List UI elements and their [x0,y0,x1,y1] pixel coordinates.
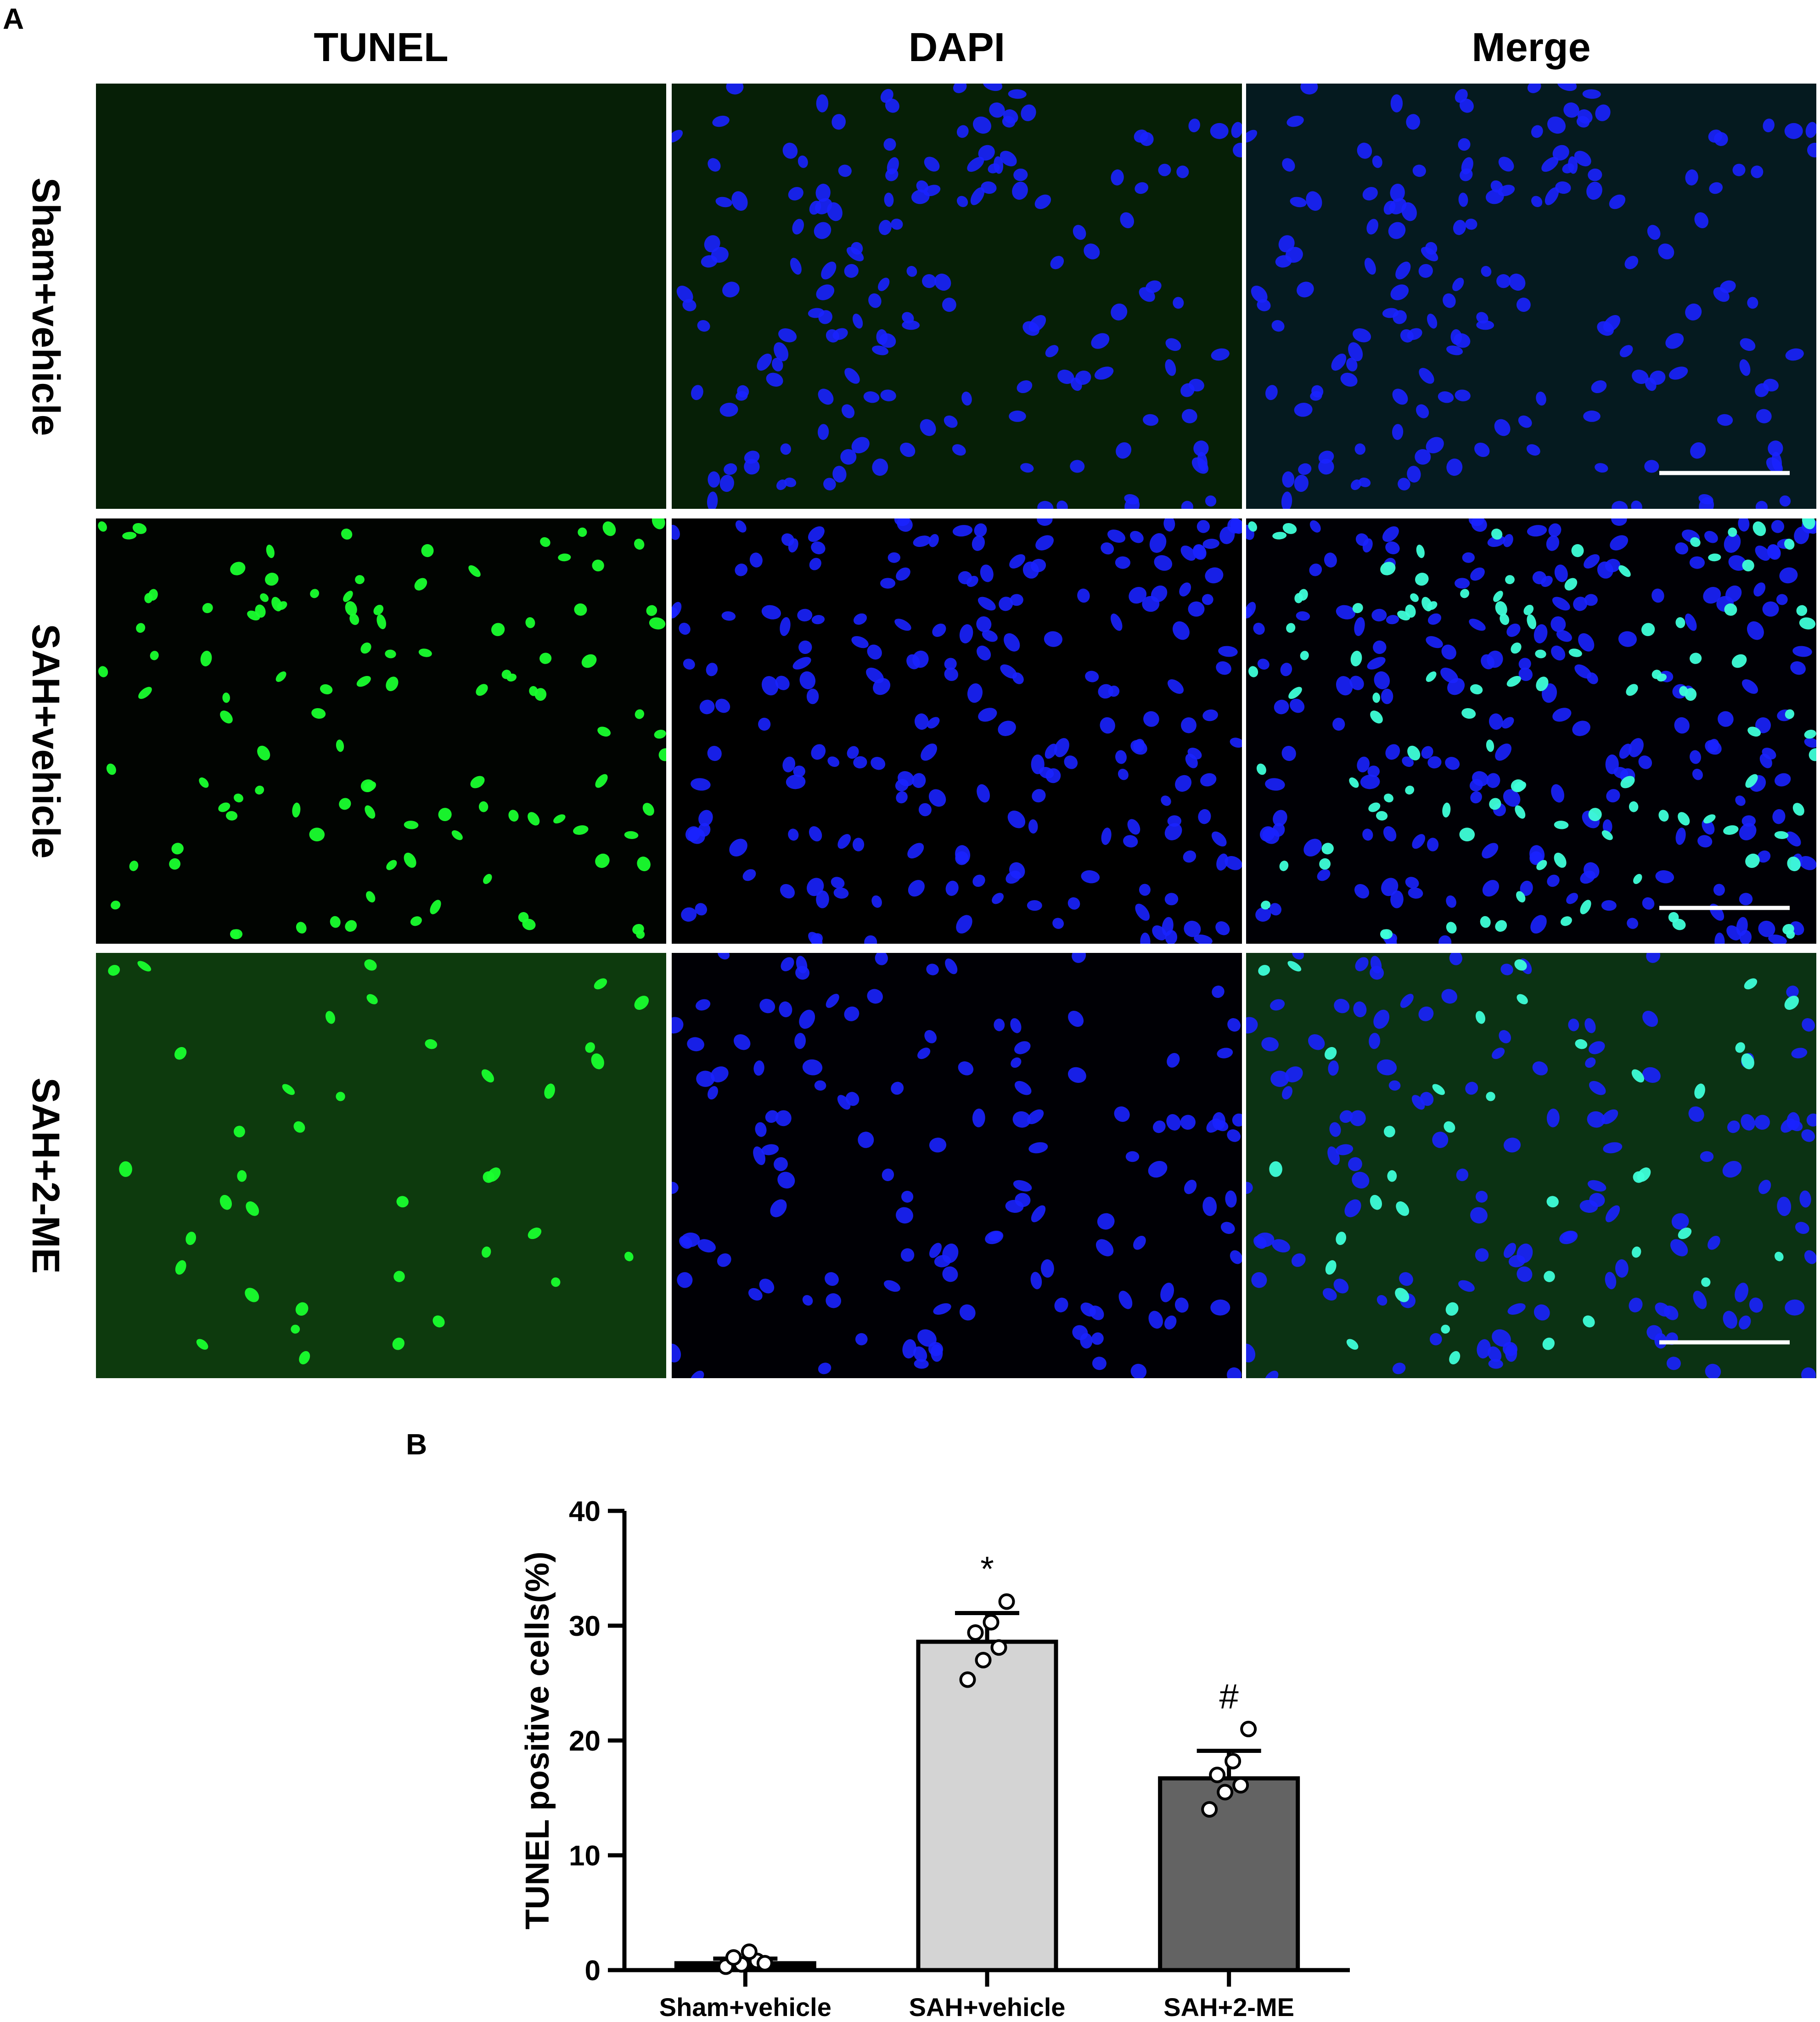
y-tick-label: 20 [569,1725,601,1757]
bar [916,1639,1058,1972]
bar [1158,1776,1300,1972]
panel-a-label: A [3,2,24,35]
x-tick-label: SAH+vehicle [909,1993,1066,2022]
micrograph-sah-vehicle-tunel [96,518,666,944]
micrograph-sah-vehicle-merge [1246,518,1816,944]
tunel-bar-chart: 0 10 20 30 40 TUNEL positive cells(%) Sham+veh… [519,1496,1350,2022]
micrograph-sham-tunel [96,84,666,509]
significance-marker: * [980,1550,994,1589]
y-axis-label: TUNEL positive cells(%) [519,1552,556,1930]
micrograph-sah-vehicle-dapi [672,518,1242,944]
data-point [1232,1777,1249,1794]
data-point [1217,1784,1234,1801]
column-header-merge: Merge [1472,24,1591,70]
x-tick-label: Sham+vehicle [659,1993,831,2022]
data-point [741,1943,758,1960]
data-point [1201,1801,1218,1818]
row-header-sah-2me: SAH+2-ME [24,1077,67,1274]
row-header-sham-vehicle: Sham+vehicle [24,177,67,436]
y-tick-label: 0 [585,1955,601,1987]
micrograph-sham-merge [1246,84,1816,509]
data-point [725,1949,742,1966]
x-tick-label: SAH+2-ME [1163,1993,1294,2022]
micrograph-sah-2me-tunel [96,953,666,1378]
data-point [983,1614,1000,1631]
data-point [998,1593,1015,1610]
y-tick-label: 40 [569,1496,601,1527]
column-header-dapi: DAPI [908,24,1005,70]
data-point [1240,1721,1257,1737]
data-point [1225,1753,1241,1769]
significance-marker: # [1219,1677,1239,1716]
y-tick-label: 30 [569,1611,601,1642]
micrograph-sah-2me-dapi [672,953,1242,1378]
data-point [959,1671,976,1688]
panel-b-label: B [406,1428,427,1461]
data-point [967,1624,984,1641]
data-point [756,1955,773,1971]
row-header-sah-vehicle: SAH+vehicle [24,624,67,859]
micrograph-sah-2me-merge [1246,953,1816,1378]
column-header-tunel: TUNEL [314,24,449,70]
data-point [975,1652,992,1668]
y-tick-label: 10 [569,1840,601,1872]
data-point [990,1639,1007,1656]
data-point [1209,1767,1226,1783]
micrograph-sham-dapi [672,84,1242,509]
